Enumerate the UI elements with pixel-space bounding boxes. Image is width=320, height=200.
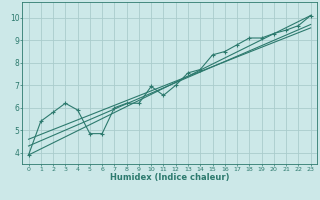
X-axis label: Humidex (Indice chaleur): Humidex (Indice chaleur) xyxy=(110,173,229,182)
